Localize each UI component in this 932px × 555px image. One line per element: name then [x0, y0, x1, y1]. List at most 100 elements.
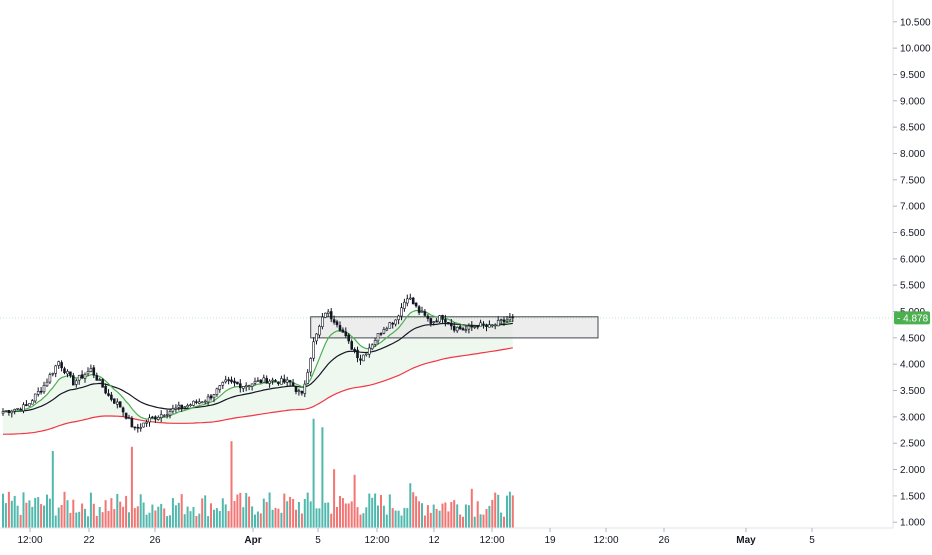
- volume-bar: [327, 502, 330, 528]
- candle-body: [280, 378, 283, 385]
- candle-body: [121, 407, 125, 413]
- price-tick-label: 8.000: [900, 149, 925, 160]
- volume-bar: [72, 499, 75, 528]
- candle-body: [66, 371, 69, 375]
- candle-body: [177, 404, 181, 408]
- candle-body: [426, 315, 430, 319]
- price-tick-label: 3.000: [900, 412, 925, 423]
- candle-body: [420, 311, 424, 313]
- price-tick-label: 3.500: [900, 386, 925, 397]
- volume-bar: [57, 507, 60, 528]
- time-axis[interactable]: 12:00 22 26 Apr 5 12:00 12 12:00 19 12:00 26 May 5: [0, 527, 893, 546]
- candle-body: [508, 317, 512, 321]
- volume-bar: [163, 508, 166, 528]
- candle-body: [69, 371, 72, 376]
- volume-bar: [51, 451, 54, 528]
- candle-body: [168, 410, 172, 416]
- candle-body: [104, 385, 107, 394]
- candle-body: [83, 373, 87, 379]
- volume-bar: [4, 503, 7, 528]
- candle-body: [294, 385, 298, 392]
- volume-bar: [16, 505, 19, 528]
- candle-body: [189, 404, 192, 407]
- candle-body: [482, 323, 485, 326]
- candle-body: [107, 393, 110, 396]
- volume-bar: [87, 516, 89, 528]
- volume-bar: [13, 495, 16, 528]
- volume-bar: [347, 503, 350, 528]
- volume-bar: [315, 508, 318, 528]
- candle-body: [291, 382, 295, 387]
- ma-fill-polygon: [3, 310, 513, 435]
- candle-body: [341, 329, 345, 333]
- volume-bar: [259, 513, 262, 528]
- volume-bar: [476, 501, 479, 528]
- candle-body: [139, 427, 142, 429]
- volume-bar: [22, 492, 25, 528]
- volume-bar: [84, 508, 86, 528]
- candle-body: [72, 375, 75, 386]
- volume-bar: [34, 497, 37, 528]
- volume-bar: [318, 508, 321, 528]
- candle-body: [218, 385, 222, 391]
- candle-body: [239, 383, 242, 389]
- volume-bar: [482, 514, 485, 528]
- ma-slow-line: [2, 347, 513, 435]
- price-tick-label: 1.000: [900, 518, 925, 529]
- time-tick-label: 12:00: [593, 535, 618, 546]
- candle-body: [493, 324, 497, 327]
- volume-bar: [230, 441, 233, 528]
- moving-averages: [2, 309, 513, 435]
- volume-bar: [7, 491, 10, 528]
- volume-bar: [306, 492, 309, 528]
- volume-bar: [63, 491, 66, 528]
- volume-bar: [286, 501, 289, 528]
- volume-bar: [450, 502, 453, 528]
- volume-bar: [95, 515, 98, 528]
- candle-body: [45, 381, 49, 387]
- price-tick-label: 9.000: [900, 96, 925, 107]
- candle-body: [174, 407, 178, 410]
- volume-bar: [418, 501, 421, 528]
- volume-bars: [2, 418, 514, 528]
- volume-bar: [359, 514, 362, 528]
- candle-body: [227, 379, 230, 382]
- volume-bar: [248, 496, 251, 528]
- volume-bar: [397, 510, 400, 528]
- candle-body: [95, 375, 99, 381]
- volume-bar: [295, 509, 297, 528]
- time-tick-label: 12:00: [17, 535, 42, 546]
- candle-body: [63, 368, 66, 374]
- candle-body: [321, 316, 324, 328]
- volume-bar: [207, 516, 210, 528]
- volume-bar: [280, 512, 283, 528]
- volume-bar: [350, 501, 353, 528]
- volume-bar: [148, 512, 151, 528]
- volume-bar: [89, 492, 92, 528]
- volume-bar: [456, 504, 459, 528]
- candle-body: [461, 328, 465, 331]
- candle-body: [154, 416, 157, 420]
- candle-body: [110, 394, 113, 400]
- ma-fill-area: [3, 310, 513, 435]
- volume-bar: [19, 514, 22, 528]
- volume-bar: [157, 506, 160, 528]
- candle-body: [496, 320, 500, 327]
- volume-bar: [491, 499, 494, 528]
- last-price-text: - 4.878: [897, 313, 929, 324]
- candle-body: [414, 302, 418, 307]
- candle-body: [54, 365, 58, 374]
- volume-bar: [128, 512, 130, 528]
- candle-body: [233, 380, 236, 384]
- candle-body: [511, 316, 515, 319]
- candle-body: [274, 380, 277, 382]
- candle-body: [200, 401, 204, 404]
- candle-body: [203, 400, 207, 403]
- price-axis[interactable]: 10.500 10.000 9.500 9.000 8.500 8.000 7.500 7.0…: [892, 0, 931, 529]
- candle-body: [411, 297, 415, 305]
- volume-bar: [101, 512, 104, 528]
- price-tick-label: 6.500: [900, 228, 925, 239]
- candle-body: [4, 410, 8, 412]
